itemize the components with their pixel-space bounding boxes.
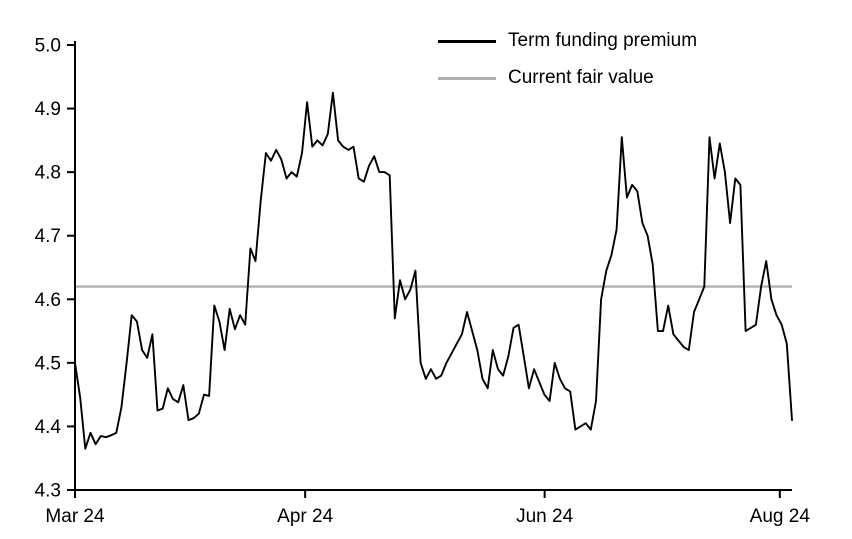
x-tick-label: Mar 24 bbox=[45, 506, 105, 527]
legend-label-current-fair-value: Current fair value bbox=[508, 67, 654, 88]
legend-label-term-funding-premium: Term funding premium bbox=[508, 30, 698, 51]
y-tick-label: 4.7 bbox=[35, 226, 61, 247]
y-tick-label: 4.3 bbox=[35, 481, 61, 502]
legend-item-current-fair-value: Current fair value bbox=[438, 67, 697, 89]
y-tick-label: 5.0 bbox=[35, 36, 61, 57]
legend: Term funding premium Current fair value bbox=[438, 30, 697, 89]
term-funding-premium-line bbox=[74, 91, 793, 450]
current-fair-value-line-swatch bbox=[438, 76, 496, 80]
y-tick-label: 4.9 bbox=[35, 99, 61, 120]
term-funding-premium-line-swatch bbox=[438, 39, 496, 43]
legend-item-term-funding-premium: Term funding premium bbox=[438, 30, 697, 52]
y-tick-label: 4.6 bbox=[35, 290, 61, 311]
y-tick-label: 4.5 bbox=[35, 353, 61, 374]
y-tick-label: 4.8 bbox=[35, 163, 61, 184]
x-tick-label: Apr 24 bbox=[277, 506, 333, 527]
y-tick-label: 4.4 bbox=[35, 417, 62, 438]
x-tick-label: Jun 24 bbox=[516, 506, 573, 527]
x-tick-label: Aug 24 bbox=[750, 506, 811, 527]
